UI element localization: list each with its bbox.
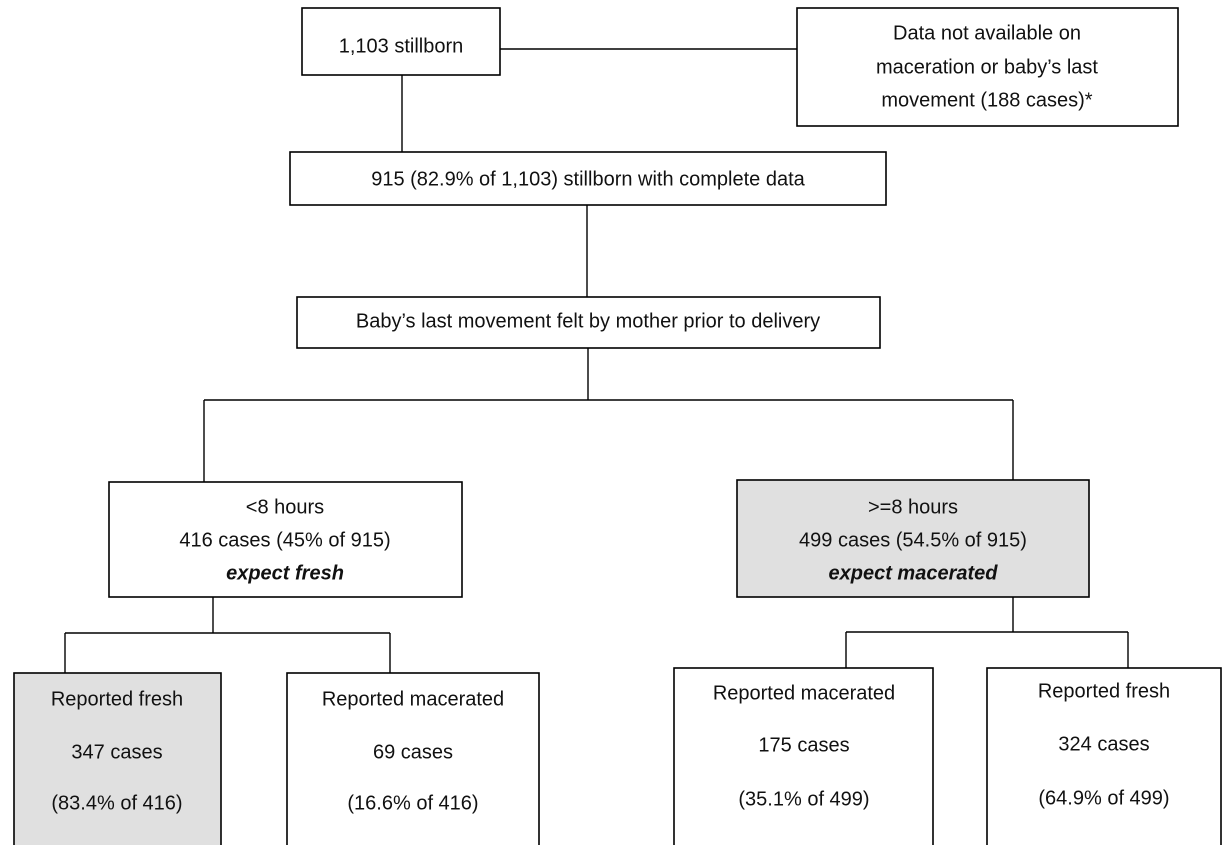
node-box [296, 296, 881, 349]
node-text: (16.6% of 416) [347, 792, 478, 814]
node-text: Reported fresh [51, 688, 183, 710]
node: Reported macerated 175 cases (35.1% of 4… [673, 667, 934, 845]
node-box [108, 481, 463, 598]
node-text: Reported fresh [1038, 680, 1170, 702]
node-text: Data not available on [893, 22, 1081, 44]
node: Data not available on maceration or baby… [796, 7, 1179, 127]
node: 915 (82.9% of 1,103) stillborn with comp… [289, 151, 887, 206]
node-box [736, 479, 1090, 598]
node-text: (64.9% of 499) [1038, 787, 1169, 809]
node-box [289, 151, 887, 206]
node-text: movement (188 cases)* [881, 89, 1092, 111]
node-text: expect macerated [829, 562, 999, 584]
node-text: 1,103 stillborn [339, 35, 464, 57]
node: Baby’s last movement felt by mother prio… [296, 296, 881, 349]
node-text: 499 cases (54.5% of 915) [799, 529, 1027, 551]
node-box [796, 7, 1179, 127]
node-text: expect fresh [226, 562, 344, 584]
node-text: (83.4% of 416) [51, 792, 182, 814]
node-text: 347 cases [71, 741, 162, 763]
node-text: Reported macerated [713, 682, 895, 704]
node: <8 hours 416 cases (45% of 915) expect f… [108, 481, 463, 598]
node-text: Reported macerated [322, 688, 504, 710]
node-text: 324 cases [1058, 733, 1149, 755]
node-text: 69 cases [373, 741, 453, 763]
connectors [64, 48, 1129, 673]
node-text: (35.1% of 499) [738, 788, 869, 810]
node: Reported fresh 324 cases (64.9% of 499) [986, 667, 1222, 845]
node-box [301, 7, 501, 76]
node-box [986, 667, 1222, 845]
node-text: >=8 hours [868, 496, 958, 518]
node-box [13, 672, 222, 845]
node-text: Baby’s last movement felt by mother prio… [356, 310, 820, 332]
node-text: 416 cases (45% of 915) [179, 529, 390, 551]
node-text: 915 (82.9% of 1,103) stillborn with comp… [371, 168, 805, 190]
node-text: <8 hours [246, 496, 324, 518]
node: >=8 hours 499 cases (54.5% of 915) expec… [736, 479, 1090, 598]
node-box [673, 667, 934, 845]
node-text: maceration or baby’s last [876, 56, 1098, 78]
node: 1,103 stillborn [301, 7, 501, 76]
node-text: 175 cases [758, 734, 849, 756]
node-box [286, 672, 540, 845]
node: Reported macerated 69 cases (16.6% of 41… [286, 672, 540, 845]
node: Reported fresh 347 cases (83.4% of 416) [13, 672, 222, 845]
